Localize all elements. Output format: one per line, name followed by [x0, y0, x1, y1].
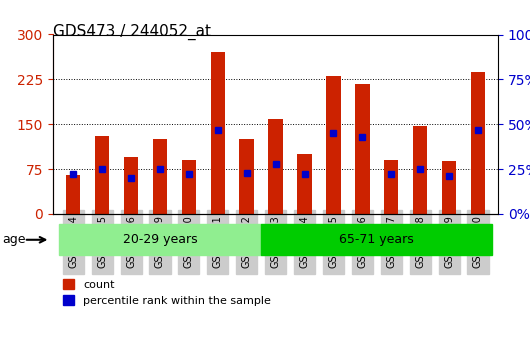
- Text: 65-71 years: 65-71 years: [339, 233, 414, 246]
- Bar: [261, 224, 492, 255]
- Bar: [384, 160, 399, 214]
- Bar: [297, 154, 312, 214]
- Bar: [471, 71, 485, 214]
- Bar: [59, 224, 261, 255]
- Bar: [95, 136, 109, 214]
- Bar: [240, 139, 254, 214]
- Bar: [153, 139, 167, 214]
- Legend: count, percentile rank within the sample: count, percentile rank within the sample: [58, 275, 275, 310]
- Bar: [124, 157, 138, 214]
- Bar: [442, 161, 456, 214]
- Bar: [355, 83, 369, 214]
- Text: age: age: [3, 233, 26, 246]
- Bar: [268, 119, 283, 214]
- Bar: [326, 76, 341, 214]
- Text: GDS473 / 244052_at: GDS473 / 244052_at: [53, 24, 211, 40]
- Bar: [210, 52, 225, 214]
- Bar: [66, 175, 81, 214]
- Bar: [413, 126, 427, 214]
- Bar: [182, 160, 196, 214]
- Text: 20-29 years: 20-29 years: [122, 233, 197, 246]
